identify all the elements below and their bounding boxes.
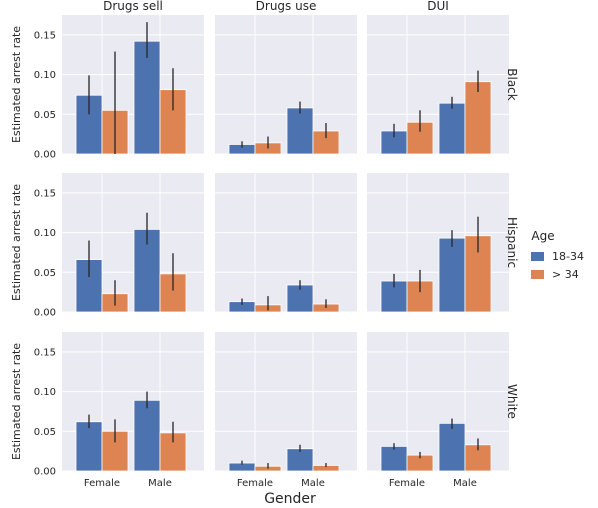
x-tick-label: Male — [453, 478, 477, 489]
facet-panel — [367, 173, 509, 313]
legend-swatch — [531, 270, 544, 279]
legend-label: > 34 — [552, 268, 579, 281]
x-axis-label: Gender — [264, 491, 316, 507]
column-title: Drugs use — [256, 0, 317, 13]
legend-title: Age — [531, 229, 554, 243]
panel-background — [215, 332, 357, 471]
x-tick-label: Male — [148, 478, 172, 489]
y-axis-label: Estimated arrest rate — [10, 343, 23, 460]
facet-panel — [62, 332, 204, 472]
y-tick-label: 0.00 — [34, 467, 56, 478]
facet-panel — [215, 173, 357, 313]
bar — [286, 107, 314, 155]
x-tick-label: Female — [389, 478, 425, 489]
y-axis-label: Estimated arrest rate — [10, 184, 23, 301]
row-label: Black — [505, 68, 519, 101]
bar — [133, 40, 161, 155]
y-tick-label: 0.00 — [34, 150, 56, 161]
bar — [380, 445, 408, 472]
bar — [438, 237, 466, 313]
x-tick-label: Male — [301, 478, 325, 489]
y-tick-label: 0.15 — [34, 30, 56, 41]
column-title: DUI — [427, 0, 449, 13]
y-tick-label: 0.10 — [34, 387, 56, 398]
y-axis-label: Estimated arrest rate — [10, 26, 23, 143]
y-tick-label: 0.05 — [34, 268, 56, 279]
y-tick-label: 0.05 — [34, 110, 56, 121]
x-tick-label: Female — [237, 478, 273, 489]
facet-panel — [215, 332, 357, 472]
legend-label: 18-34 — [552, 250, 584, 263]
y-tick-label: 0.10 — [34, 228, 56, 239]
y-tick-label: 0.05 — [34, 427, 56, 438]
bar — [75, 421, 103, 472]
legend: Age 18-34 > 34 — [531, 229, 584, 281]
y-tick-label: 0.00 — [34, 308, 56, 319]
y-tick-label: 0.10 — [34, 70, 56, 81]
y-tick-label: 0.15 — [34, 347, 56, 358]
row-label: Hispanic — [505, 217, 519, 268]
facet-panel — [367, 15, 509, 155]
y-tick-label: 0.15 — [34, 188, 56, 199]
facet-panel — [62, 173, 204, 313]
legend-swatch — [531, 252, 544, 261]
bar — [133, 399, 161, 472]
column-title: Drugs sell — [103, 0, 163, 13]
facet-panel — [367, 332, 509, 472]
bar — [286, 448, 314, 472]
x-tick-label: Female — [84, 478, 120, 489]
bar — [464, 81, 492, 155]
bar — [438, 102, 466, 155]
facet-panel — [215, 15, 357, 155]
facet-panel — [62, 15, 204, 155]
bar — [438, 422, 466, 472]
row-label: White — [505, 384, 519, 419]
panel-background — [215, 173, 357, 312]
